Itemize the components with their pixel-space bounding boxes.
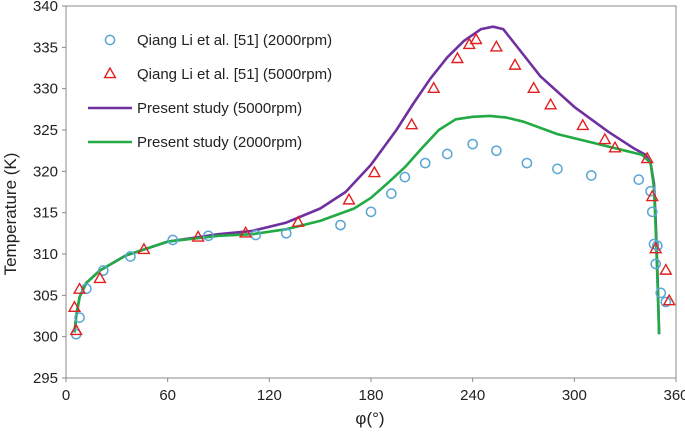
data-point-triangle [508, 58, 522, 70]
data-point-circle [419, 157, 431, 169]
x-axis-title: φ(°) [355, 409, 384, 428]
data-point-circle [399, 171, 411, 183]
data-point-triangle [598, 132, 612, 145]
data-point-triangle [291, 215, 305, 227]
data-point-circle [521, 157, 533, 169]
data-point-circle [585, 170, 597, 181]
data-point-triangle [662, 293, 676, 306]
ticks-layer: 0 60 120 180 240 300 360 295 300 305 310 315 320 325 3… [33, 0, 685, 404]
data-point-triangle [367, 165, 381, 178]
data-point-circle [250, 229, 262, 241]
x-tick-label: 120 [257, 387, 282, 404]
data-point-circle [645, 185, 656, 197]
data-point-circle [97, 265, 109, 276]
data-point-triangle [608, 140, 622, 153]
data-point-circle [660, 296, 672, 308]
plot-area [65, 5, 677, 379]
data-point-triangle [191, 230, 205, 242]
data-point-circle [552, 163, 563, 175]
data-point-circle [167, 234, 179, 246]
data-point-triangle [427, 81, 441, 93]
y-tick-label: 325 [33, 122, 58, 139]
data-point-circle [125, 251, 136, 262]
data-point-circle [365, 206, 377, 218]
data-point-circle [385, 188, 397, 200]
plot-frame [65, 5, 677, 379]
data-point-triangle [69, 323, 83, 336]
data-point-triangle [405, 117, 419, 130]
y-tick-label: 315 [33, 205, 58, 222]
data-point-circle [335, 219, 346, 231]
data-point-triangle [544, 97, 558, 110]
data-point-triangle [239, 225, 253, 238]
data-point-triangle [527, 81, 541, 93]
data-point-triangle [342, 192, 356, 205]
series-layer [67, 25, 676, 340]
data-point-triangle [93, 271, 107, 284]
y-tick-label: 320 [33, 163, 58, 180]
legend-label: Qiang Li et al. [51] (5000rpm) [137, 66, 332, 83]
data-point-circle [633, 174, 645, 185]
y-tick-label: 300 [33, 329, 58, 346]
data-point-circle [441, 148, 453, 160]
legend: Qiang Li et al. [51] (2000rpm) Qiang Li e… [88, 32, 332, 151]
y-tick-label: 310 [33, 246, 58, 263]
legend-label: Present study (2000rpm) [137, 134, 302, 151]
data-point-circle [655, 287, 667, 299]
x-tick-label: 180 [358, 387, 383, 404]
data-point-triangle [640, 151, 654, 164]
data-point-triangle [450, 51, 465, 64]
data-point-circle [467, 138, 479, 150]
legend-label: Qiang Li et al. [51] (2000rpm) [137, 32, 332, 49]
y-tick-label: 335 [33, 39, 58, 56]
x-tick-label: 0 [62, 387, 70, 404]
data-point-circle [74, 312, 85, 324]
y-tick-label: 330 [33, 81, 58, 98]
data-point-circle [650, 258, 662, 270]
data-point-circle [646, 206, 658, 218]
data-point-circle [202, 230, 214, 242]
data-point-triangle [469, 32, 483, 45]
data-point-circle [491, 145, 502, 157]
legend-marker-circle [104, 34, 116, 46]
data-point-circle [280, 227, 292, 239]
data-point-triangle [72, 282, 87, 294]
legend-marker-triangle [103, 66, 117, 79]
y-tick-label: 340 [33, 0, 58, 15]
data-point-triangle [67, 300, 82, 313]
data-point-triangle [649, 241, 663, 254]
x-tick-label: 60 [159, 387, 176, 404]
y-tick-label: 295 [33, 370, 58, 387]
data-point-triangle [645, 189, 659, 202]
legend-label: Present study (5000rpm) [137, 100, 302, 117]
y-axis-title: Temperature (K) [1, 153, 20, 276]
data-point-triangle [659, 263, 673, 275]
data-point-circle [652, 240, 663, 252]
x-tick-label: 360 [663, 387, 685, 404]
x-tick-label: 240 [460, 387, 485, 404]
data-point-triangle [576, 118, 590, 131]
y-tick-label: 305 [33, 287, 58, 304]
data-point-triangle [137, 242, 151, 255]
data-point-triangle [489, 39, 503, 52]
x-tick-label: 300 [562, 387, 587, 404]
